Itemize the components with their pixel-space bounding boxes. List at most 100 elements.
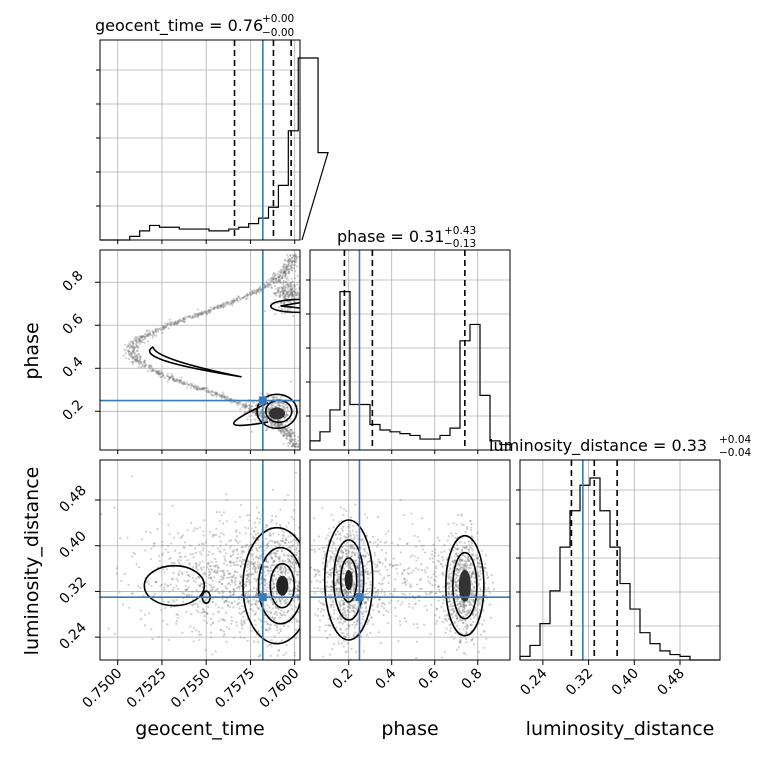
sample-point <box>282 432 285 435</box>
sample-point <box>294 606 298 609</box>
sample-point <box>275 624 278 627</box>
sample-point <box>366 560 369 563</box>
sample-point <box>241 627 244 630</box>
sample-point <box>291 287 294 290</box>
sample-point <box>245 543 249 546</box>
sample-point <box>269 555 272 559</box>
sample-point <box>215 588 218 591</box>
sample-point <box>464 556 467 559</box>
sample-point <box>202 530 205 533</box>
sample-point <box>415 545 418 548</box>
sample-point <box>435 608 438 611</box>
sample-point <box>232 593 235 596</box>
sample-point <box>194 386 197 390</box>
sample-point <box>168 318 171 321</box>
sample-point <box>419 579 422 582</box>
sample-point <box>200 553 203 556</box>
sample-point <box>285 265 288 269</box>
sample-point <box>244 592 247 595</box>
sample-point <box>231 549 234 553</box>
sample-point <box>338 565 341 568</box>
sample-point <box>283 297 286 300</box>
sample-point <box>163 589 166 592</box>
sample-point <box>341 572 344 575</box>
sample-point <box>177 319 180 322</box>
sample-point <box>255 506 258 509</box>
sample-point <box>469 624 472 627</box>
sample-point <box>479 577 482 581</box>
sample-point <box>352 569 355 572</box>
sample-point <box>237 300 240 303</box>
sample-point <box>470 593 473 596</box>
sample-point <box>278 276 281 279</box>
sample-point <box>282 435 285 438</box>
sample-point <box>336 573 339 577</box>
sample-point <box>177 321 181 324</box>
sample-point <box>347 535 350 538</box>
sample-point <box>211 393 214 397</box>
sample-point <box>356 567 359 570</box>
sample-point <box>233 570 237 573</box>
sample-point <box>292 444 296 447</box>
sample-point <box>167 544 170 547</box>
sample-point <box>127 352 131 355</box>
sample-point <box>220 582 223 585</box>
sample-point <box>149 367 152 371</box>
sample-point <box>133 553 136 556</box>
sample-point <box>328 531 331 534</box>
sample-point <box>452 604 455 607</box>
sample-point <box>284 271 287 274</box>
sample-point <box>281 559 284 562</box>
sample-point <box>277 278 280 281</box>
sample-point <box>292 442 295 446</box>
sample-point <box>337 555 340 558</box>
sample-point <box>248 291 251 294</box>
sample-point <box>162 374 165 377</box>
sample-point <box>221 590 224 593</box>
sample-point <box>335 588 338 591</box>
sample-point <box>259 619 262 622</box>
sample-point <box>234 520 237 523</box>
sample-point <box>296 293 299 296</box>
sample-point <box>296 283 299 286</box>
sample-point <box>253 562 257 565</box>
sample-point <box>245 580 249 583</box>
sample-point <box>336 578 339 581</box>
sample-point <box>254 567 257 570</box>
sample-point <box>423 569 426 572</box>
sample-point <box>166 323 169 326</box>
sample-point <box>230 575 233 579</box>
sample-point <box>341 529 345 532</box>
sample-point <box>458 559 461 562</box>
sample-point <box>149 364 152 367</box>
sample-point <box>282 406 286 409</box>
sample-point <box>456 598 459 601</box>
sample-point <box>351 623 354 627</box>
sample-point <box>293 261 296 264</box>
sample-point <box>225 493 228 496</box>
sample-point <box>231 301 234 304</box>
sample-point <box>210 589 213 592</box>
sample-point <box>130 352 133 356</box>
sample-point <box>455 585 458 588</box>
sample-point <box>445 627 448 630</box>
sample-point <box>277 632 280 635</box>
sample-point <box>281 301 284 304</box>
sample-point <box>228 540 231 543</box>
sample-point <box>293 257 296 261</box>
sample-point <box>366 620 370 623</box>
sample-point <box>232 551 235 554</box>
sample-point <box>222 619 225 622</box>
sample-point <box>254 603 257 606</box>
sample-point <box>273 560 276 563</box>
sample-point <box>353 603 357 606</box>
sample-point <box>284 272 287 275</box>
sample-point <box>278 542 281 545</box>
sample-point <box>296 594 299 597</box>
sample-point <box>285 281 288 284</box>
sample-point <box>339 628 342 631</box>
sample-point <box>450 578 453 581</box>
sample-point <box>346 561 349 564</box>
sample-point <box>256 288 259 292</box>
sample-point <box>282 291 285 294</box>
